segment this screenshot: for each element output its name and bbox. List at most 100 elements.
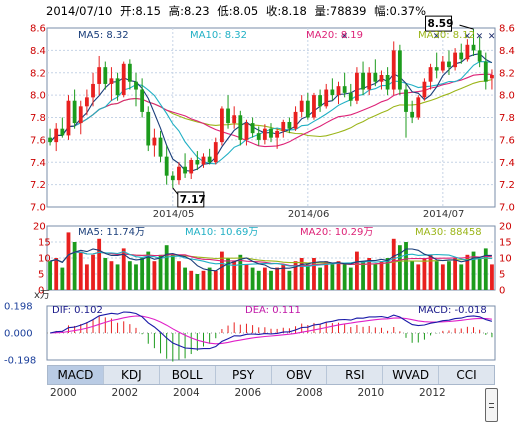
min-price-label: 7.17 [180,194,206,206]
candle-body [103,67,108,84]
price-candle [220,106,224,146]
tab-cci[interactable]: CCI [456,368,477,382]
candle-body [404,89,408,112]
macd-legend-dea: DEA: 0.111 [245,305,301,316]
volume-bar [103,258,108,290]
volume-axis-right-tick: 15 [499,238,512,249]
tab-wvad[interactable]: WVAD [383,366,440,384]
candle-body [146,111,151,146]
quote-high: 高:8.23 [168,4,210,18]
price-candle [318,89,322,112]
candle-body [164,156,169,176]
price-candle [348,83,353,107]
candle-body [48,137,52,143]
candle-body [483,61,488,82]
candle-body [238,115,243,140]
tab-psy[interactable]: PSY [216,366,272,384]
price-candle [54,123,59,152]
volume-bar [397,245,402,290]
candle-body [348,92,353,101]
price-candle [238,110,243,146]
price-candle [60,117,65,138]
price-axis-right-tick: 7.2 [499,180,515,191]
volume-bar [336,261,341,290]
price-candle [342,72,347,98]
tab-obv[interactable]: OBV [272,366,328,384]
volume-bar [440,264,445,290]
quote-volume: 量:78839 [314,4,367,18]
candle-body [189,160,194,174]
volume-axis-left-tick: 20 [33,222,46,233]
price-candle [305,92,310,120]
volume-bar [183,267,187,290]
volume-bar [48,261,52,290]
price-candle [146,106,151,152]
volume-bar [312,258,316,290]
candle-body [54,128,59,143]
candle-body [490,74,494,79]
price-candle [189,157,194,180]
candle-body [397,50,402,90]
price-candle [385,67,390,96]
candle-body [170,175,175,181]
candle-body [91,83,95,98]
max-callout-line [459,24,474,30]
candle-body [152,137,157,146]
volume-bar [238,254,243,290]
volume-legend-ma30: MA30: 88458 [415,227,482,238]
price-candle [262,124,267,145]
candle-body [447,61,451,68]
price-candle [244,119,249,146]
price-candle [78,100,83,135]
volume-bar [164,245,169,290]
price-candle [275,128,280,149]
max-price-label: 8.59 [428,18,454,30]
volume-axis-right-tick: 20 [499,222,512,233]
volume-bar [391,238,396,290]
tab-kdj[interactable]: KDJ [104,366,160,384]
price-axis-right-tick: 7.8 [499,113,515,124]
volume-bar [97,238,102,290]
ex-dividend-marker: ✕ [433,32,441,42]
price-candle [84,89,89,116]
tab-macd[interactable]: MACD [48,366,104,384]
price-candle [367,67,372,96]
stock-chart[interactable]: 7.0 7.0 7.2 7.2 7.4 7.4 7.6 7.6 7.8 7.8 8.0 8.0 8.2 8… [0,0,521,365]
candle-body [262,128,267,140]
price-candle [477,36,482,68]
range-scroll-handle[interactable] [485,388,498,422]
tab-boll[interactable]: BOLL [160,366,216,384]
volume-bar [262,267,267,290]
volume-bar [220,251,224,290]
legend-ma5: MA5: 8.32 [78,30,129,41]
tab-rsi[interactable]: RSI [327,366,384,384]
price-axis-left-tick: 7.6 [30,135,46,146]
date-axis-tick: 2014/05 [153,209,195,220]
candle-body [312,95,316,118]
price-candle [391,41,396,96]
candle-body [281,121,286,131]
candle-body [373,72,378,82]
price-candle [336,81,341,105]
candle-body [201,156,206,165]
volume-bar [60,267,65,290]
price-candle [330,78,335,101]
price-candle [355,67,359,105]
price-candle [483,52,488,90]
range-year-label: 2010 [357,387,385,399]
volume-bar [453,258,458,290]
price-candle [97,55,102,96]
candle-body [250,123,255,134]
price-candle [287,117,292,134]
volume-bar [471,251,476,290]
price-candle [324,83,329,109]
volume-bar [226,258,230,290]
price-axis-left-tick: 8.0 [30,91,46,102]
price-candle [195,151,200,171]
volume-bar [72,242,77,290]
volume-bar [170,254,175,290]
candle-body [127,63,132,82]
price-axis-right-tick: 7.6 [499,135,515,146]
candle-body [342,86,347,93]
range-year-label: 2002 [111,387,139,399]
